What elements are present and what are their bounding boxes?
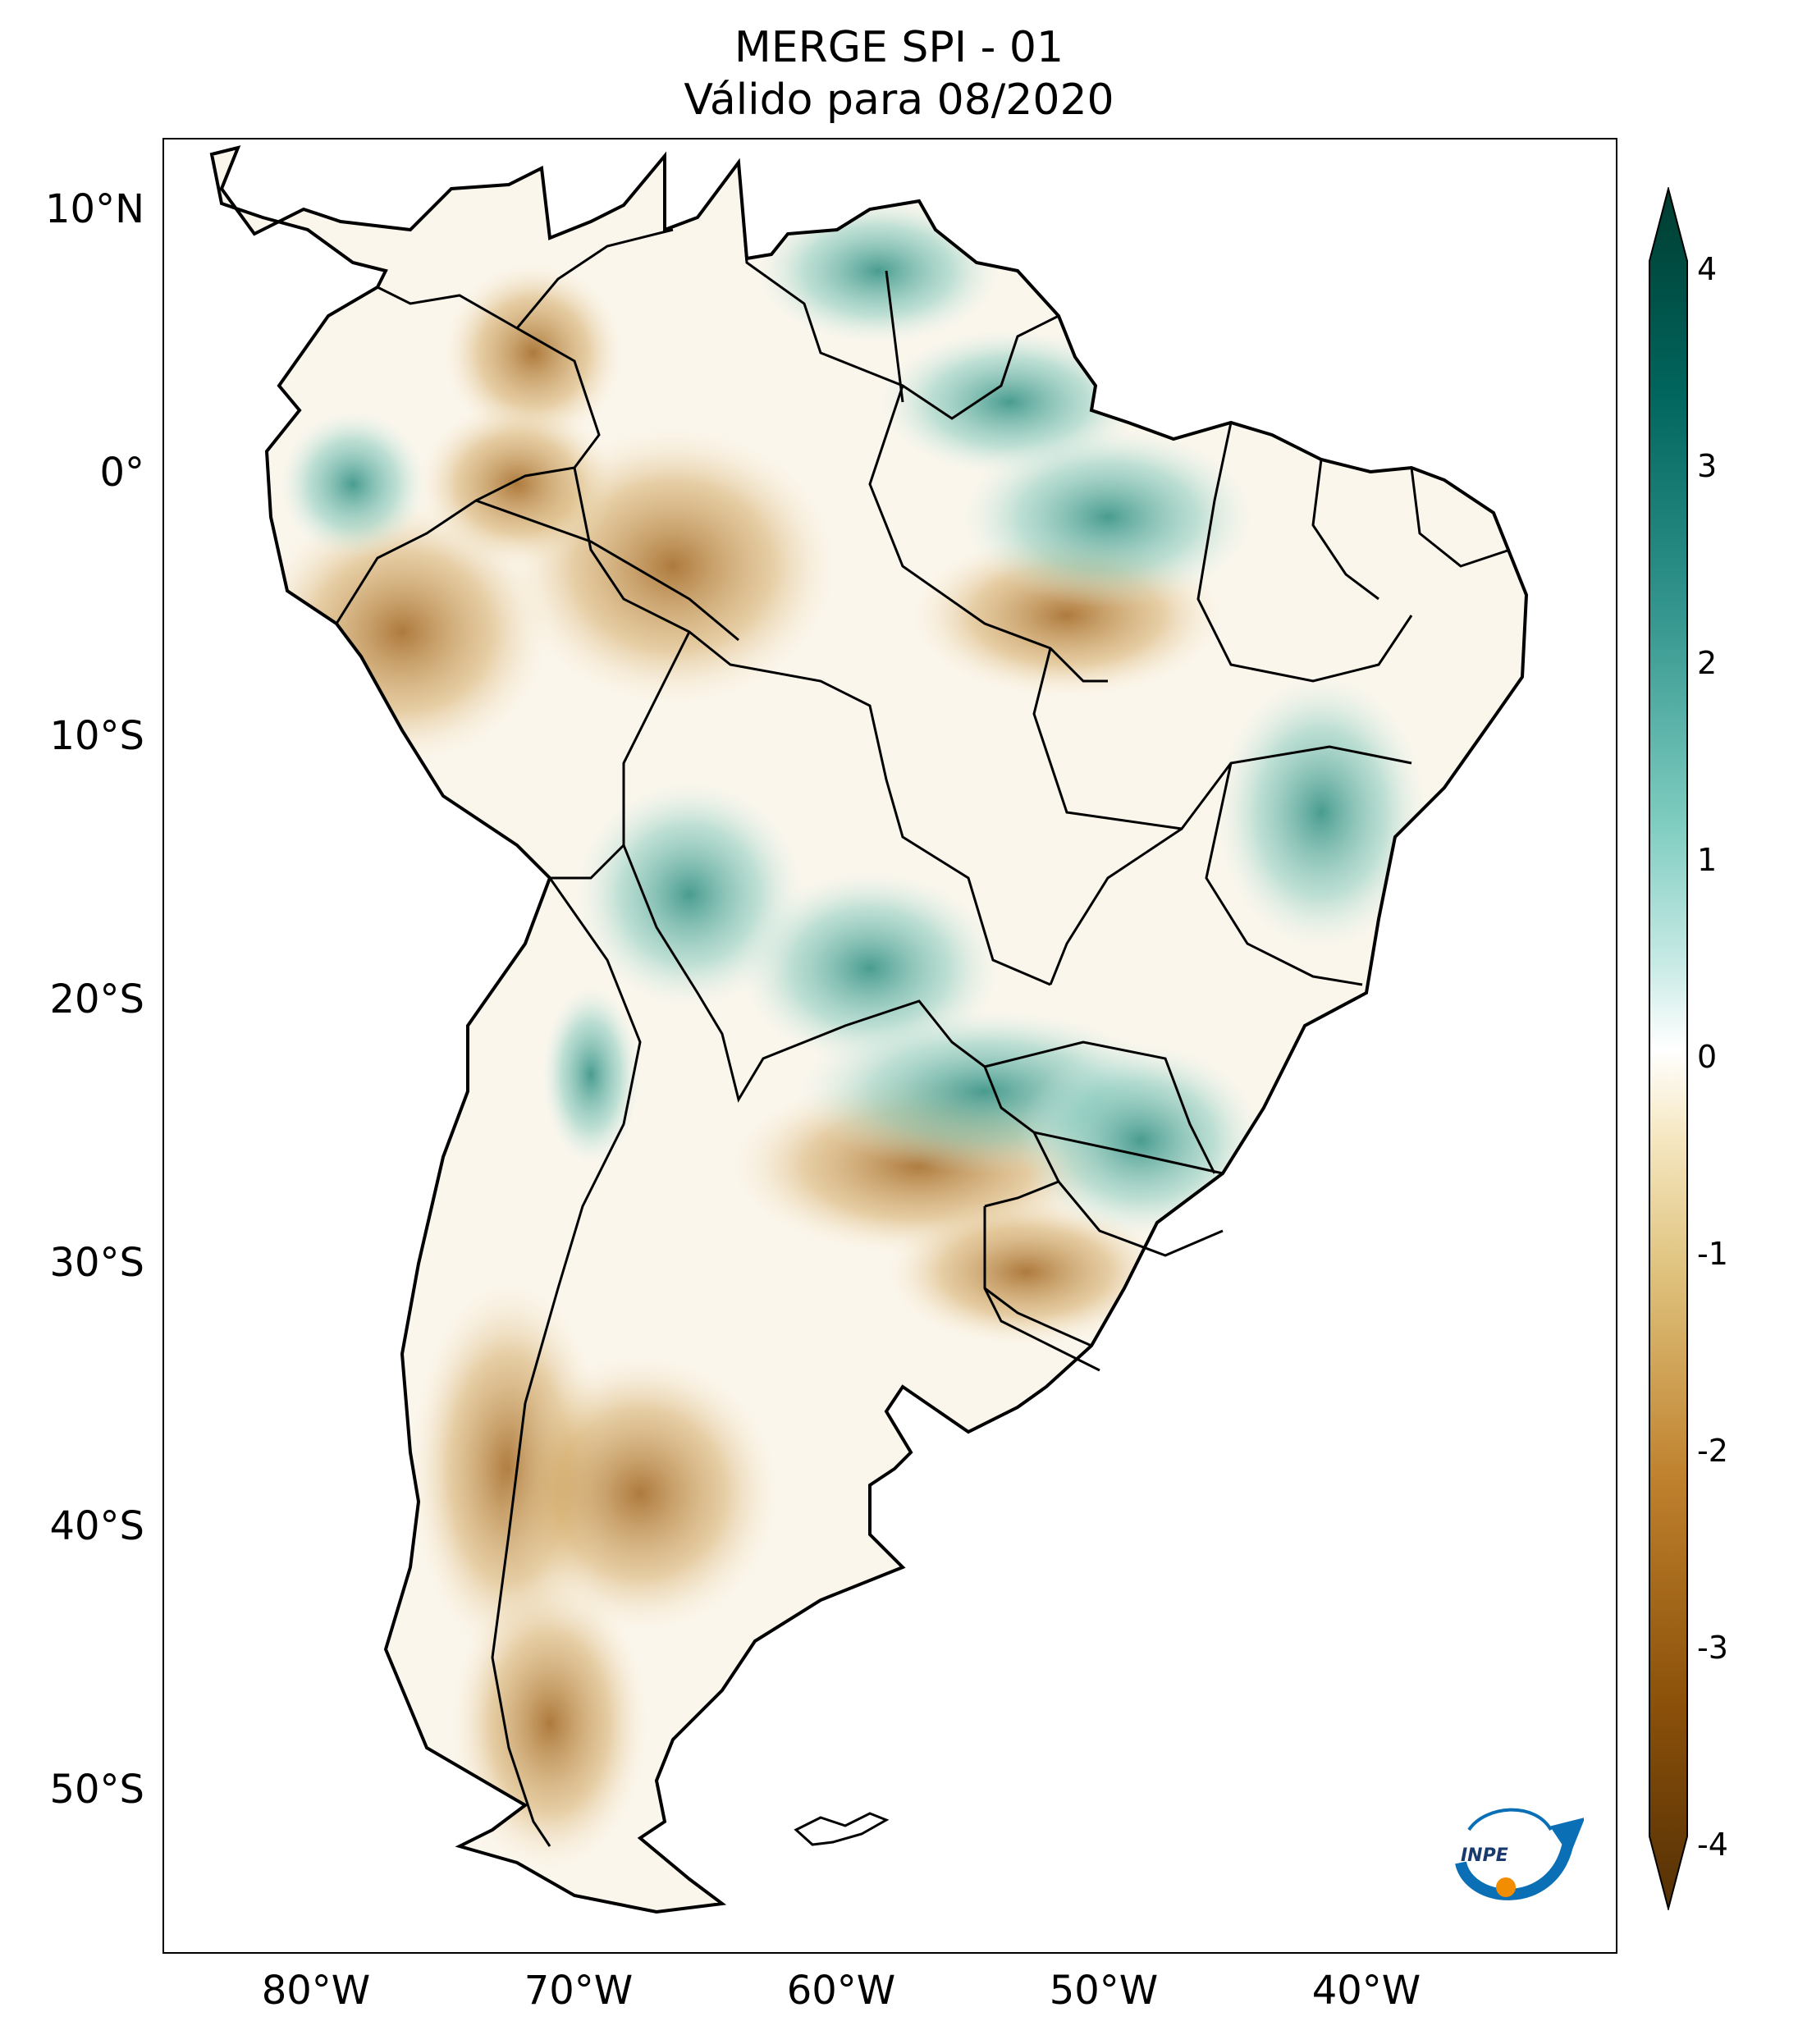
lat-label-30s: 30°S — [49, 1240, 144, 1286]
lat-label-50s: 50°S — [49, 1767, 144, 1813]
colorbar-tick-3: 3 — [1697, 448, 1718, 484]
colorbar-tick-0: 0 — [1697, 1039, 1718, 1075]
colorbar-tick-minus2: -2 — [1697, 1433, 1728, 1469]
colorbar-tick-1: 1 — [1697, 842, 1718, 878]
lon-label-50w: 50°W — [1049, 1968, 1159, 2014]
colorbar-tick-2: 2 — [1697, 645, 1718, 681]
map-title: MERGE SPI - 01 — [734, 23, 1064, 72]
lon-label-80w: 80°W — [261, 1968, 371, 2014]
inpe-logo-text: INPE — [1461, 1845, 1508, 1866]
lat-label-0: 0° — [99, 450, 144, 496]
coastline — [209, 145, 1529, 1914]
map-subtitle: Válido para 08/2020 — [684, 75, 1114, 125]
lat-label-10s: 10°S — [49, 713, 144, 759]
lat-label-40s: 40°S — [49, 1503, 144, 1549]
south-america-map — [209, 145, 1529, 1914]
colorbar-tick-minus1: -1 — [1697, 1236, 1728, 1272]
map-panel — [162, 138, 1617, 1954]
inpe-logo: INPE — [1455, 1808, 1584, 1900]
falkland-islands — [794, 1812, 890, 1846]
lon-label-40w: 40°W — [1311, 1968, 1421, 2014]
lon-label-60w: 60°W — [786, 1968, 896, 2014]
colorbar-tick-4: 4 — [1697, 251, 1718, 287]
colorbar-tick-minus3: -3 — [1697, 1630, 1728, 1666]
lat-label-10n: 10°N — [45, 186, 144, 232]
spi-anomaly-field — [212, 148, 1526, 1912]
country-borders — [335, 162, 1511, 1847]
lon-label-70w: 70°W — [524, 1968, 634, 2014]
colorbar-tick-minus4: -4 — [1697, 1827, 1728, 1863]
lat-label-20s: 20°S — [49, 976, 144, 1022]
spi-colorbar — [1649, 187, 1688, 1910]
